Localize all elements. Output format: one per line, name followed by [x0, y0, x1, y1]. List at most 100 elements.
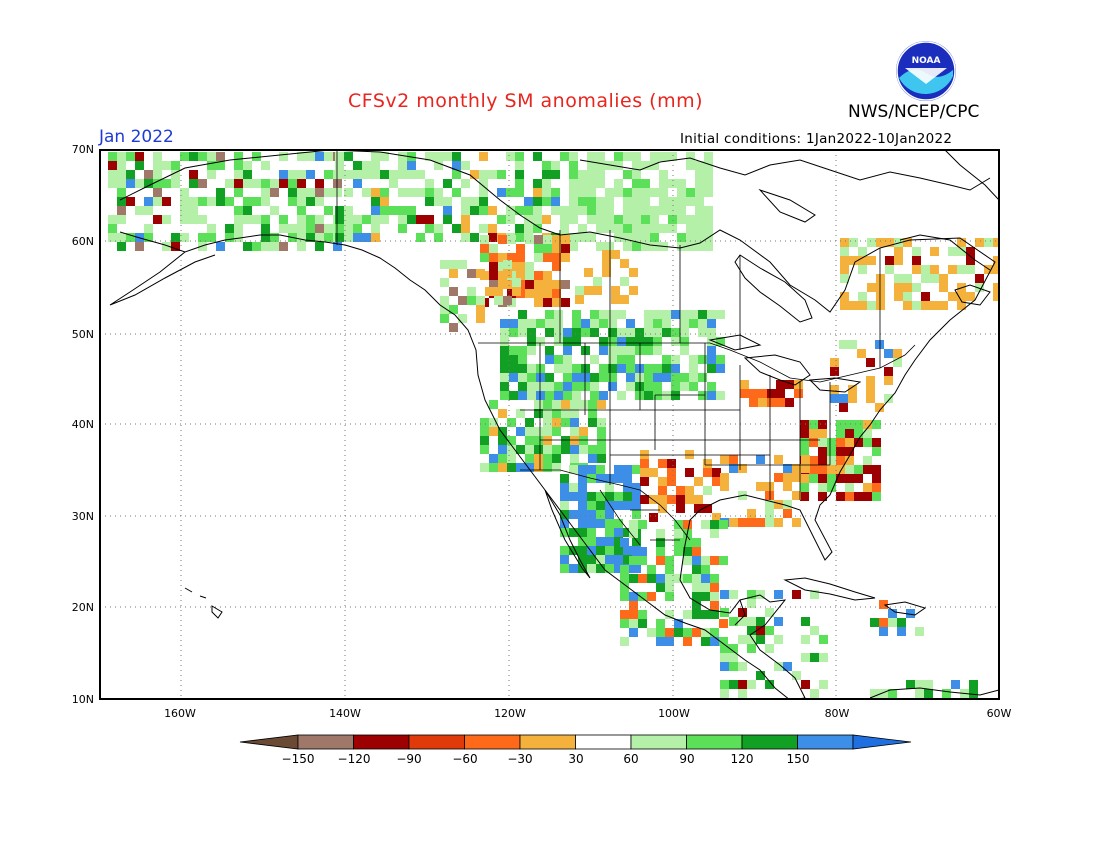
anomaly-cell [144, 170, 153, 179]
anomaly-cell [234, 152, 243, 161]
anomaly-cell [117, 206, 126, 215]
legend-label: 30 [568, 752, 584, 766]
anomaly-cell [561, 400, 570, 409]
anomaly-cell [704, 188, 713, 197]
anomaly-cell [552, 454, 561, 463]
anomaly-cell [518, 310, 527, 319]
anomaly-cell [674, 547, 683, 556]
anomaly-cell [644, 337, 653, 346]
anomaly-cell [353, 170, 362, 179]
anomaly-cell [685, 468, 694, 477]
anomaly-cell [635, 328, 644, 337]
anomaly-cell [552, 262, 561, 271]
anomaly-cell [641, 188, 650, 197]
anomaly-cell [653, 310, 662, 319]
anomaly-cell [500, 364, 509, 373]
anomaly-cell [335, 215, 344, 224]
anomaly-cell [596, 224, 605, 233]
anomaly-cell [579, 445, 588, 454]
anomaly-cell [425, 188, 434, 197]
anomaly-cell [587, 546, 596, 555]
anomaly-cell [578, 501, 587, 510]
anomaly-cell [480, 253, 489, 262]
anomaly-cell [641, 161, 650, 170]
anomaly-cell [144, 197, 153, 206]
anomaly-cell [719, 556, 728, 565]
anomaly-cell [611, 286, 620, 295]
anomaly-cell [665, 628, 674, 637]
anomaly-cell [614, 528, 623, 537]
anomaly-cell [617, 346, 626, 355]
anomaly-cell [993, 238, 999, 247]
anomaly-cell [353, 233, 362, 242]
anomaly-cell [534, 271, 543, 280]
legend-swatch [575, 734, 632, 750]
anomaly-cell [324, 188, 333, 197]
anomaly-cell [623, 474, 632, 483]
anomaly-cell [596, 474, 605, 483]
anomaly-cell [641, 179, 650, 188]
anomaly-cell [344, 215, 353, 224]
anomaly-cell [665, 574, 674, 583]
anomaly-cell [461, 179, 470, 188]
anomaly-cell [656, 556, 665, 565]
anomaly-cell [729, 662, 738, 671]
anomaly-cell [623, 492, 632, 501]
anomaly-cell [243, 170, 252, 179]
anomaly-cell [765, 680, 774, 689]
anomaly-cell [398, 215, 407, 224]
anomaly-cell [836, 438, 845, 447]
anomaly-cell [863, 429, 872, 438]
anomaly-cell [207, 224, 216, 233]
anomaly-cell [626, 382, 635, 391]
anomaly-cell [162, 215, 171, 224]
anomaly-cell [632, 564, 641, 573]
anomaly-cell [863, 465, 872, 474]
anomaly-cell [578, 546, 587, 555]
anomaly-cell [590, 373, 599, 382]
anomaly-cell [948, 265, 957, 274]
anomaly-cell [479, 197, 488, 206]
coast-alaska-peninsula [109, 251, 216, 306]
anomaly-cell [449, 260, 458, 269]
anomaly-cell [536, 373, 545, 382]
anomaly-cell [335, 206, 344, 215]
anomaly-cell [632, 242, 641, 251]
anomaly-cell [261, 188, 270, 197]
mexico-state-lines [599, 489, 680, 546]
anomaly-cell [189, 215, 198, 224]
anomaly-cell [620, 592, 629, 601]
anomaly-cell [560, 474, 569, 483]
anomaly-cell [876, 292, 885, 301]
anomaly-cell [676, 504, 685, 513]
anomaly-cell [476, 296, 485, 305]
anomaly-cell [252, 152, 261, 161]
anomaly-cell [653, 364, 662, 373]
anomaly-cell [704, 215, 713, 224]
anomaly-cell [903, 292, 912, 301]
coast-north-america [119, 150, 996, 699]
anomaly-cell [629, 556, 638, 565]
anomaly-cell [738, 518, 747, 527]
anomaly-cell [966, 256, 975, 265]
anomaly-cell [324, 170, 333, 179]
anomaly-cell [560, 152, 569, 161]
anomaly-cell [683, 538, 692, 547]
anomaly-cell [692, 565, 701, 574]
anomaly-cell [818, 420, 827, 429]
anomaly-cell [623, 242, 632, 251]
anomaly-cell [596, 492, 605, 501]
anomaly-cell [623, 483, 632, 492]
anomaly-cell [872, 483, 881, 492]
anomaly-cell [380, 197, 389, 206]
anomaly-cell [701, 628, 710, 637]
coast-arctic-islands [579, 157, 991, 223]
anomaly-cell [662, 328, 671, 337]
anomaly-cell [635, 364, 644, 373]
anomaly-cell [488, 233, 497, 242]
anomaly-cell [542, 215, 551, 224]
anomaly-cell [126, 179, 135, 188]
anomaly-cell [783, 500, 792, 509]
anomaly-cell [569, 546, 578, 555]
anomaly-cell [756, 518, 765, 527]
